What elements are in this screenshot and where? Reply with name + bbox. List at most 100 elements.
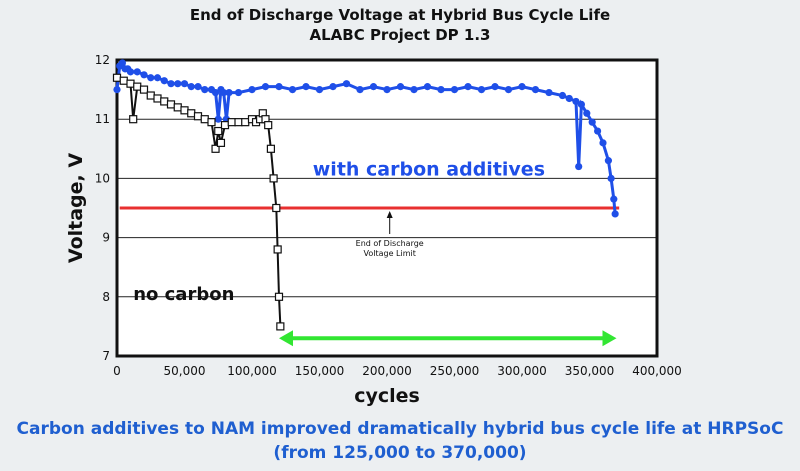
no-carbon-point xyxy=(274,292,284,301)
carbon-point xyxy=(211,88,220,97)
carbon-point xyxy=(126,68,135,76)
no-carbon-point xyxy=(211,144,220,153)
x-tick-label: 400,000 xyxy=(632,364,682,378)
carbon-point xyxy=(315,86,324,94)
span-arrow-right-head xyxy=(602,330,617,347)
no-carbon-point xyxy=(273,245,282,254)
carbon-point xyxy=(261,83,270,91)
y-tick-label: 9 xyxy=(102,231,110,245)
carbon-point xyxy=(234,88,243,97)
carbon-point xyxy=(302,83,310,91)
x-tick-label: 0 xyxy=(113,364,121,378)
carbon-point xyxy=(437,86,445,94)
no-carbon-point xyxy=(153,94,162,103)
no-carbon-point xyxy=(234,118,243,127)
carbon-point xyxy=(147,74,155,82)
carbon-point xyxy=(180,80,189,88)
carbon-point xyxy=(174,80,182,88)
carbon-point xyxy=(194,83,202,91)
limit-label-line1: End of Discharge xyxy=(356,239,424,248)
carbon-point xyxy=(356,86,364,94)
y-tick-label: 11 xyxy=(95,112,110,126)
no-carbon-point xyxy=(200,115,209,124)
carbon-point xyxy=(594,127,602,135)
carbon-point xyxy=(167,80,175,88)
x-tick-label: 250,000 xyxy=(430,364,480,378)
carbon-point xyxy=(450,86,459,94)
carbon-point xyxy=(423,83,432,91)
span-arrow-left-head xyxy=(279,330,293,347)
carbon-point xyxy=(342,80,351,88)
carbon-point xyxy=(575,162,583,171)
no-carbon-point xyxy=(193,112,203,121)
carbon-point xyxy=(133,68,141,76)
y-axis-label: Voltage, V xyxy=(65,153,87,263)
carbon-point xyxy=(588,118,596,126)
carbon-point xyxy=(201,86,209,94)
no-carbon-point xyxy=(139,85,149,94)
carbon-point xyxy=(118,59,126,67)
carbon-point xyxy=(491,83,499,91)
no-carbon-point xyxy=(119,76,128,85)
carbon-point xyxy=(248,86,256,94)
carbon-point xyxy=(583,109,591,117)
carbon-point xyxy=(565,94,573,103)
no-carbon-point xyxy=(227,118,236,127)
no-carbon-point xyxy=(129,115,138,124)
carbon-point xyxy=(153,74,162,82)
no-carbon-point xyxy=(272,203,281,213)
carbon-point xyxy=(288,86,297,94)
carbon-series-label: with carbon additives xyxy=(313,158,545,180)
x-axis-label: cycles xyxy=(354,385,420,407)
carbon-point xyxy=(113,86,121,94)
carbon-point xyxy=(545,88,553,97)
carbon-point xyxy=(518,83,526,91)
y-tick-label: 12 xyxy=(95,53,110,67)
x-tick-label: 300,000 xyxy=(497,364,547,378)
carbon-point xyxy=(187,83,195,91)
carbon-point xyxy=(214,115,222,123)
y-tick-label: 8 xyxy=(102,290,110,304)
carbon-point xyxy=(396,83,405,91)
carbon-point xyxy=(464,83,472,91)
carbon-point xyxy=(558,91,567,100)
no-carbon-point xyxy=(264,121,273,130)
no-carbon-point xyxy=(166,100,176,109)
caption-line-2: (from 125,000 to 370,000) xyxy=(273,443,527,463)
no-carbon-point xyxy=(216,138,226,147)
no-carbon-point xyxy=(146,91,155,100)
no-carbon-point xyxy=(160,97,169,106)
y-tick-label: 10 xyxy=(95,171,110,185)
no-carbon-point xyxy=(112,73,122,82)
no-carbon-point xyxy=(276,322,285,331)
x-tick-label: 50,000 xyxy=(164,364,206,378)
chart-subtitle: ALABC Project DP 1.3 xyxy=(309,26,491,44)
carbon-point xyxy=(607,174,615,182)
carbon-point xyxy=(160,77,168,85)
no-carbon-point xyxy=(269,174,278,183)
limit-label-line2: Voltage Limit xyxy=(364,249,416,258)
carbon-point xyxy=(225,88,233,97)
carbon-point xyxy=(531,86,540,94)
no-carbon-point xyxy=(187,109,196,118)
carbon-point xyxy=(572,97,580,106)
carbon-point xyxy=(140,71,148,79)
carbon-point xyxy=(611,210,619,218)
carbon-point xyxy=(577,100,586,108)
x-tick-label: 100,000 xyxy=(227,364,277,378)
no-carbon-point xyxy=(220,121,230,130)
carbon-point xyxy=(604,157,613,165)
no-carbon-point xyxy=(180,106,189,115)
carbon-point xyxy=(329,83,337,91)
carbon-point xyxy=(599,139,607,147)
caption-line-1: Carbon additives to NAM improved dramati… xyxy=(16,419,784,439)
no-carbon-point xyxy=(133,82,142,91)
no-carbon-point xyxy=(266,144,275,153)
carbon-point xyxy=(369,83,378,91)
limit-pointer-head xyxy=(386,211,393,218)
y-tick-label: 7 xyxy=(102,349,110,363)
no-carbon-series-label: no carbon xyxy=(133,284,234,305)
carbon-point xyxy=(410,86,418,94)
